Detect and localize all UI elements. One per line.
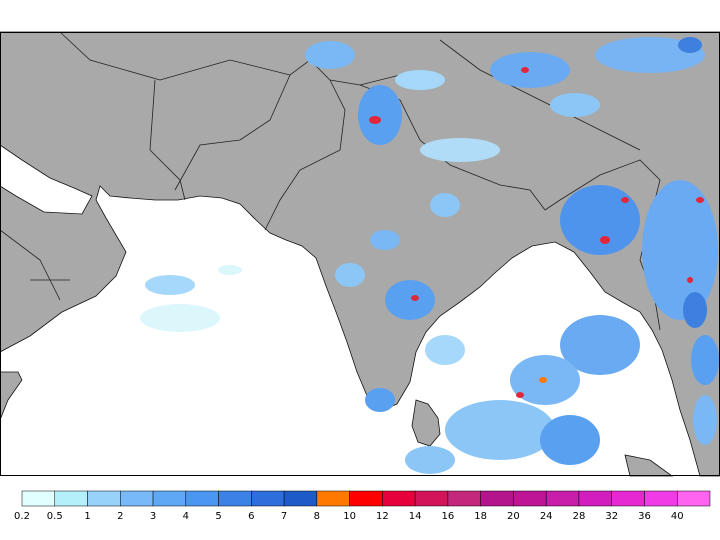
rain-area (218, 265, 242, 275)
rain-area (642, 180, 718, 320)
color-cell (349, 490, 383, 507)
colorbar-label: 5 (215, 511, 221, 522)
colorbar-label: 7 (281, 511, 287, 522)
rain-core (696, 197, 704, 203)
colorbar-label: 2 (117, 511, 123, 522)
color-cell (120, 490, 154, 507)
rain-area (385, 280, 435, 320)
rain-area (395, 70, 445, 90)
colorbar-label: 4 (183, 511, 189, 522)
colorbar-label: 32 (605, 511, 618, 522)
somalia (0, 371, 23, 421)
color-cell (382, 490, 416, 507)
rain-area (693, 395, 717, 445)
rain-area (405, 446, 455, 474)
borders (0, 31, 661, 331)
color-cell (644, 490, 678, 507)
colorbar-label: 36 (638, 511, 651, 522)
color-cell (578, 490, 612, 507)
color-cell (54, 490, 88, 507)
colorbar-label: 14 (409, 511, 422, 522)
color-cell (480, 490, 514, 507)
border (149, 79, 186, 201)
color-cell (447, 490, 481, 507)
colorbar-label: 3 (150, 511, 156, 522)
color-cell (283, 490, 318, 507)
colorbar-label: 18 (474, 511, 487, 522)
rain-area (425, 335, 465, 365)
color-cell (218, 490, 252, 507)
colorbar-label: 10 (343, 511, 356, 522)
rain-area (430, 193, 460, 217)
rain-area (420, 138, 500, 162)
border (439, 39, 641, 151)
rain-core (411, 295, 419, 301)
rain-core (369, 116, 381, 124)
rain-area (550, 93, 600, 117)
colorbar-label: 16 (442, 511, 455, 522)
rain-core (687, 277, 693, 283)
map (0, 31, 720, 477)
rain-area (358, 85, 402, 145)
colorbar-label: 20 (507, 511, 520, 522)
colorbar-label: 6 (248, 511, 254, 522)
rain-core (516, 392, 524, 398)
color-cell (545, 490, 580, 507)
color-cell (316, 490, 350, 507)
rainfall (140, 37, 719, 474)
rain-area (595, 37, 705, 73)
color-cell (676, 490, 711, 507)
border (174, 74, 291, 191)
colorbar-label: 40 (671, 511, 684, 522)
rain-area (691, 335, 719, 385)
rain-core (600, 236, 610, 244)
sri-lanka (411, 399, 441, 447)
rain-area (540, 415, 600, 465)
rain-area (445, 400, 555, 460)
andaman-sea (600, 380, 684, 476)
colorbar-label: 24 (540, 511, 553, 522)
color-cell (414, 490, 449, 507)
color-cell (152, 490, 187, 507)
rain-area (560, 315, 640, 375)
color-cell (87, 490, 121, 507)
color-cell (251, 490, 285, 507)
colorbar-label: 0.2 (14, 511, 30, 522)
rain-core (539, 377, 547, 383)
color-cell (185, 490, 219, 507)
border (359, 84, 546, 211)
rain-area (490, 52, 570, 88)
border (264, 79, 346, 231)
colorbar: 0.2 0.5 1 2 3 4 5 6 7 8 10 12 14 16 18 20 24 28 32 36 40 (14, 490, 711, 522)
rain-area (560, 185, 640, 255)
rain-core (621, 197, 629, 203)
rain-area (335, 263, 365, 287)
colorbar-label: 28 (573, 511, 586, 522)
colorbar-label: 8 (314, 511, 320, 522)
colorbar-label: 1 (84, 511, 90, 522)
rain-area (305, 41, 355, 69)
color-cell (21, 490, 56, 507)
border (0, 229, 70, 301)
persian-gulf (0, 144, 93, 215)
color-cell (513, 490, 547, 507)
rain-area (683, 292, 707, 328)
rain-area (370, 230, 400, 250)
rain-area (145, 275, 195, 295)
rain-area (678, 37, 702, 53)
color-cell (611, 490, 645, 507)
colorbar-label: 0.5 (47, 511, 63, 522)
rain-core (521, 67, 529, 73)
colorbar-label: 12 (376, 511, 389, 522)
rain-area (365, 388, 395, 412)
rain-area (140, 304, 220, 332)
